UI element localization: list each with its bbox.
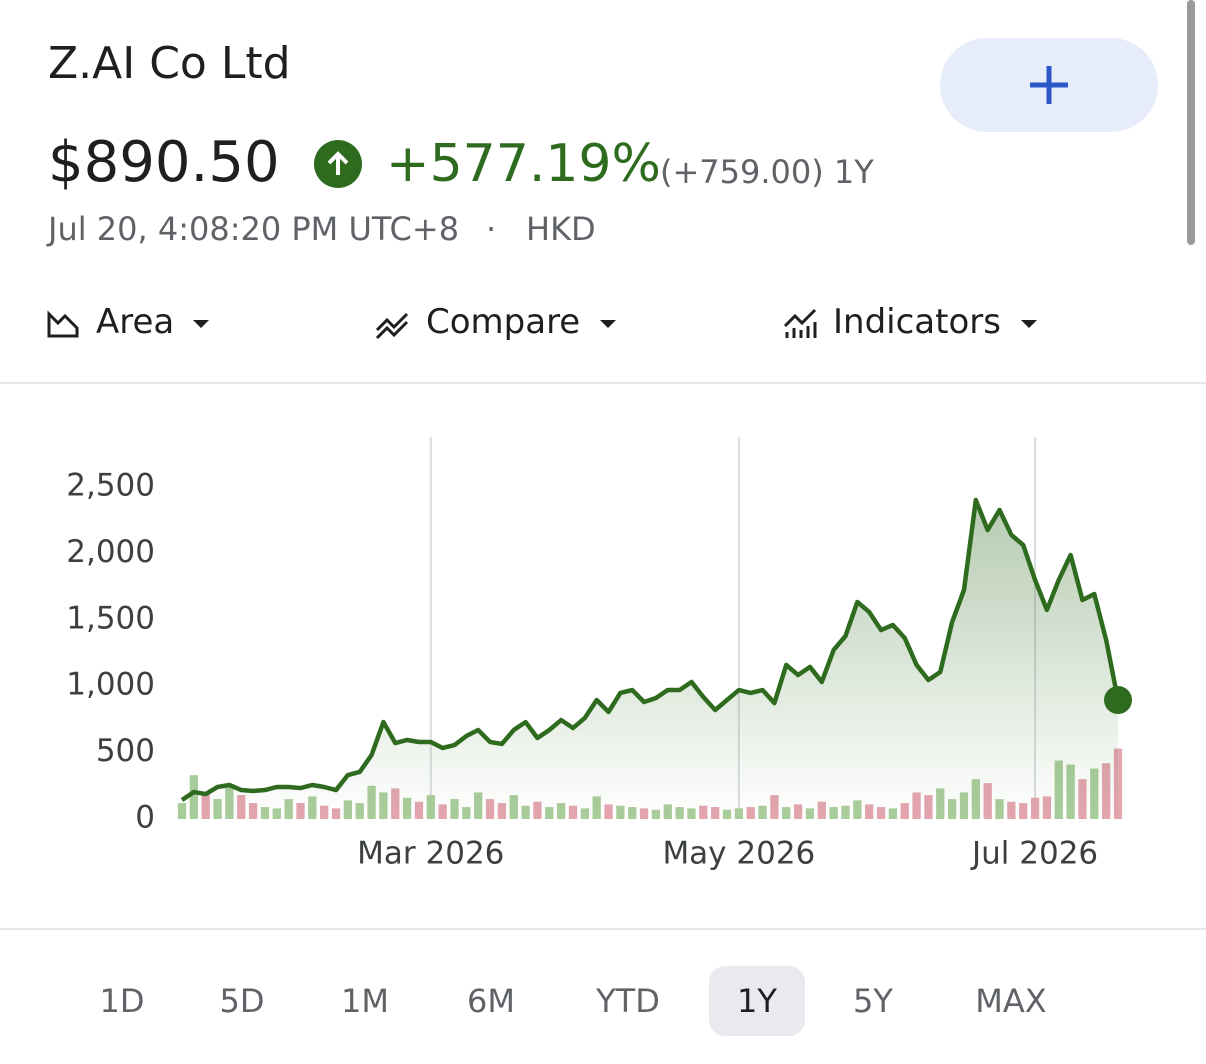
y-tick-label: 0 — [135, 800, 155, 836]
chart: 0 500 1,000 1,500 2,000 2,500 Mar 2026 May 2026… — [66, 437, 1132, 872]
range-button[interactable]: 5Y — [853, 982, 893, 1020]
price-line — [180, 497, 1121, 802]
indicators-icon — [783, 308, 817, 338]
y-tick-label: 500 — [96, 733, 155, 769]
x-tick-label: Jul 2026 — [970, 836, 1098, 872]
menu-label: Area — [96, 302, 175, 342]
plus-icon — [1030, 66, 1068, 104]
menu-label: Indicators — [833, 302, 1001, 342]
change: (+759.00) 1Y — [660, 153, 874, 191]
range-button[interactable]: 5D — [219, 982, 265, 1020]
timestamp: Jul 20, 4:08:20 PM UTC+8 — [48, 210, 460, 248]
range-button[interactable]: YTD — [596, 982, 660, 1020]
change-percent: +577.19% — [386, 134, 661, 194]
last-point — [1104, 686, 1132, 715]
add-button[interactable] — [940, 38, 1158, 132]
range-button[interactable]: 1Y — [709, 966, 805, 1036]
range-bar: 1D 5D 1M 6M YTD 1Y 5Y MAX — [0, 966, 1206, 1036]
range-button[interactable]: MAX — [975, 982, 1047, 1020]
compare-icon — [375, 312, 409, 340]
y-tick-label: 2,500 — [66, 468, 155, 504]
dropdown-arrow — [1021, 320, 1037, 328]
price: $890.50 — [48, 130, 280, 195]
scrollbar — [1187, 0, 1195, 245]
menu-label: Compare — [426, 302, 581, 342]
y-tick-label: 2,000 — [66, 534, 155, 570]
range-button[interactable]: 1D — [99, 982, 145, 1020]
dropdown-arrow — [600, 320, 616, 328]
range-button[interactable]: 6M — [467, 982, 515, 1020]
area-fill — [182, 500, 1118, 819]
y-tick-label: 1,000 — [66, 667, 155, 703]
separator: · — [486, 210, 497, 248]
area-icon — [47, 310, 79, 338]
y-tick-label: 1,500 — [66, 600, 155, 636]
up-arrow-icon — [314, 140, 362, 188]
divider — [0, 928, 1206, 930]
x-tick-label: Mar 2026 — [357, 836, 504, 872]
dropdown-arrow — [193, 320, 209, 328]
currency: HKD — [526, 210, 596, 248]
divider — [0, 382, 1206, 384]
stock-title: Z.AI Co Ltd — [48, 38, 291, 89]
range-button[interactable]: 1M — [341, 982, 389, 1020]
x-tick-label: May 2026 — [662, 836, 815, 872]
